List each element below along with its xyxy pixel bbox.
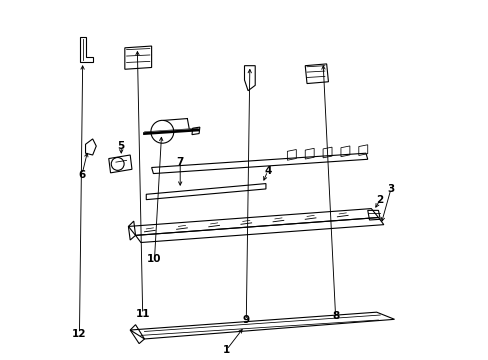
Text: 4: 4 — [264, 166, 271, 176]
Text: 6: 6 — [78, 170, 85, 180]
Text: 12: 12 — [72, 329, 86, 339]
Text: 2: 2 — [376, 195, 383, 204]
Text: 11: 11 — [135, 309, 150, 319]
Text: 10: 10 — [147, 254, 162, 264]
Text: 1: 1 — [223, 345, 230, 355]
Text: 9: 9 — [242, 315, 249, 325]
Text: 8: 8 — [331, 311, 339, 321]
Text: 3: 3 — [386, 184, 394, 194]
Text: 7: 7 — [176, 157, 183, 167]
Text: 5: 5 — [118, 141, 124, 151]
